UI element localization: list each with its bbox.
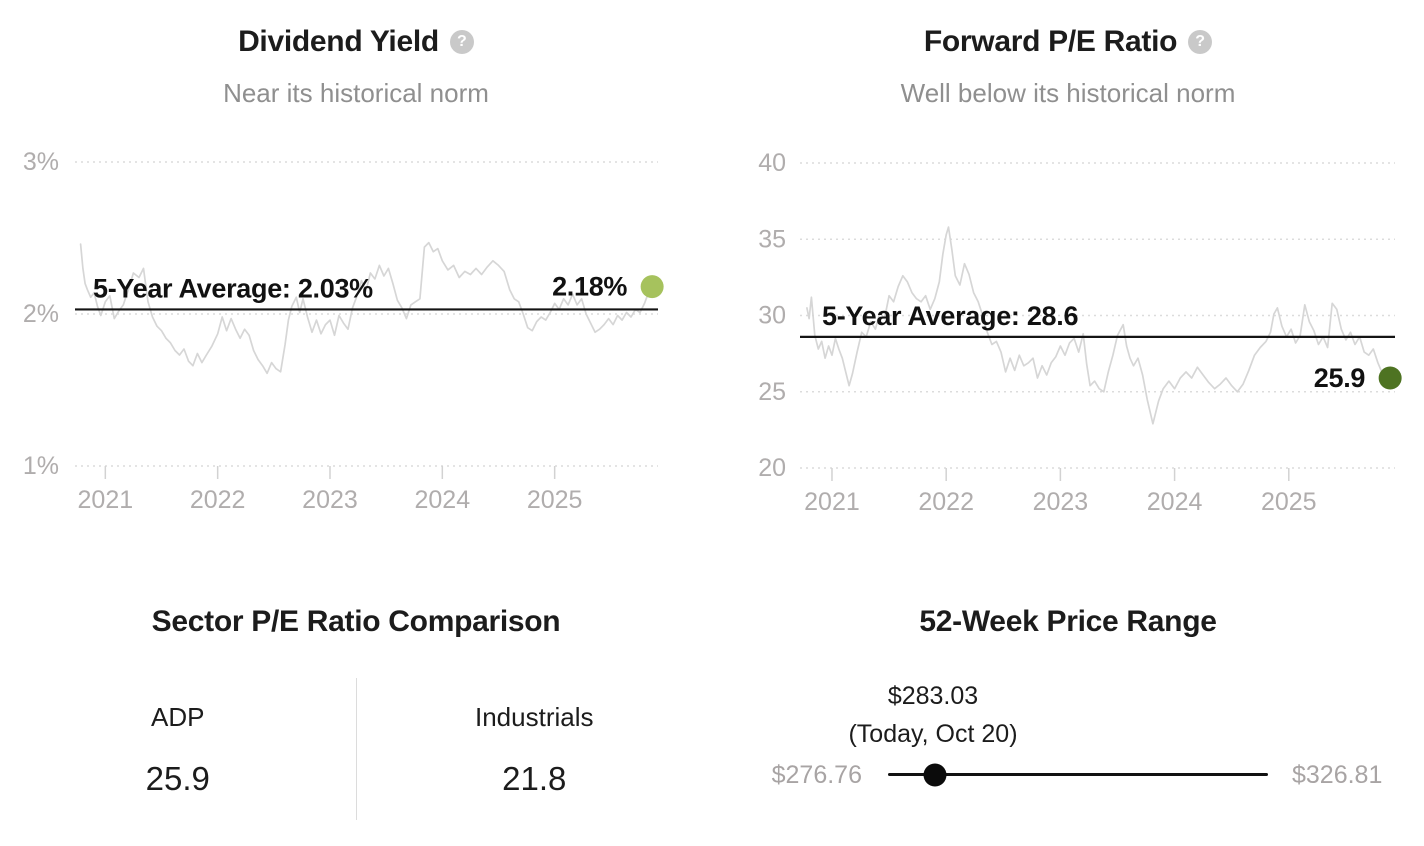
comparison-value: 21.8 (502, 760, 567, 797)
sector-comparison-row: ADP 25.9 Industrials 21.8 (0, 678, 712, 820)
svg-text:5-Year Average: 2.03%: 5-Year Average: 2.03% (93, 273, 373, 303)
svg-text:3%: 3% (23, 148, 59, 176)
price-range-panel: 52-Week Price Range $283.03 (Today, Oct … (712, 560, 1424, 846)
svg-text:20: 20 (758, 454, 786, 482)
svg-text:2024: 2024 (415, 486, 471, 514)
range-min-label: $276.76 (771, 761, 862, 789)
svg-text:2025: 2025 (527, 486, 583, 514)
comparison-value: 25.9 (145, 760, 210, 797)
sector-comparison-panel: Sector P/E Ratio Comparison ADP 25.9 Ind… (0, 560, 712, 846)
dividend-yield-title: Dividend Yield (238, 25, 439, 58)
svg-text:25: 25 (758, 378, 786, 406)
svg-text:2021: 2021 (804, 488, 860, 516)
price-range-widget: $283.03 (Today, Oct 20) $276.76 $326.81 (712, 560, 1424, 846)
comparison-label: Industrials (475, 702, 594, 732)
price-range-title: 52-Week Price Range (919, 605, 1217, 638)
current-price-label: $283.03 (887, 682, 979, 710)
svg-text:2023: 2023 (302, 486, 358, 514)
svg-text:2%: 2% (23, 300, 59, 328)
svg-text:40: 40 (758, 149, 786, 177)
forward-pe-chart: 40 35 30 25 20 2021 2022 2023 2024 2025 5-Year Ave… (758, 149, 1402, 516)
forward-pe-subtitle: Well below its historical norm (900, 78, 1236, 108)
range-position-marker (923, 763, 947, 787)
svg-text:2024: 2024 (1147, 488, 1203, 516)
help-icon[interactable]: ? (1188, 30, 1213, 54)
comparison-cell-industrials: Industrials 21.8 (355, 678, 713, 820)
dividend-yield-subtitle: Near its historical norm (223, 78, 489, 108)
svg-text:1%: 1% (23, 452, 59, 480)
svg-text:5-Year Average: 28.6: 5-Year Average: 28.6 (822, 301, 1078, 331)
svg-text:2022: 2022 (918, 488, 974, 516)
comparison-cell-adp: ADP 25.9 (0, 678, 356, 820)
sector-comparison-title: Sector P/E Ratio Comparison (151, 605, 561, 638)
forward-pe-title: Forward P/E Ratio (923, 25, 1178, 58)
help-icon[interactable]: ? (449, 30, 474, 54)
current-price-note: (Today, Oct 20) (848, 720, 1018, 748)
dividend-yield-title-row: Dividend Yield ? (0, 0, 712, 60)
range-max-label: $326.81 (1292, 761, 1383, 789)
svg-text:2023: 2023 (1033, 488, 1089, 516)
svg-text:2021: 2021 (78, 486, 134, 514)
dividend-yield-panel: Dividend Yield ? Near its historical nor… (0, 0, 712, 560)
svg-text:30: 30 (758, 302, 786, 330)
svg-text:2025: 2025 (1261, 488, 1317, 516)
forward-pe-panel: Forward P/E Ratio ? Well below its histo… (712, 0, 1424, 560)
forward-pe-title-row: Forward P/E Ratio ? (712, 0, 1424, 60)
dividend-yield-chart: 3% 2% 1% 2021 2022 2023 2024 2025 5-Year Average… (23, 148, 664, 514)
svg-text:2022: 2022 (190, 486, 246, 514)
svg-text:35: 35 (758, 225, 786, 253)
svg-text:25.9: 25.9 (1314, 363, 1366, 393)
range-track (888, 773, 1268, 776)
comparison-label: ADP (151, 702, 205, 732)
question-mark-glyph: ? (457, 33, 467, 50)
question-mark-glyph: ? (1195, 33, 1206, 50)
svg-text:2.18%: 2.18% (552, 272, 627, 302)
